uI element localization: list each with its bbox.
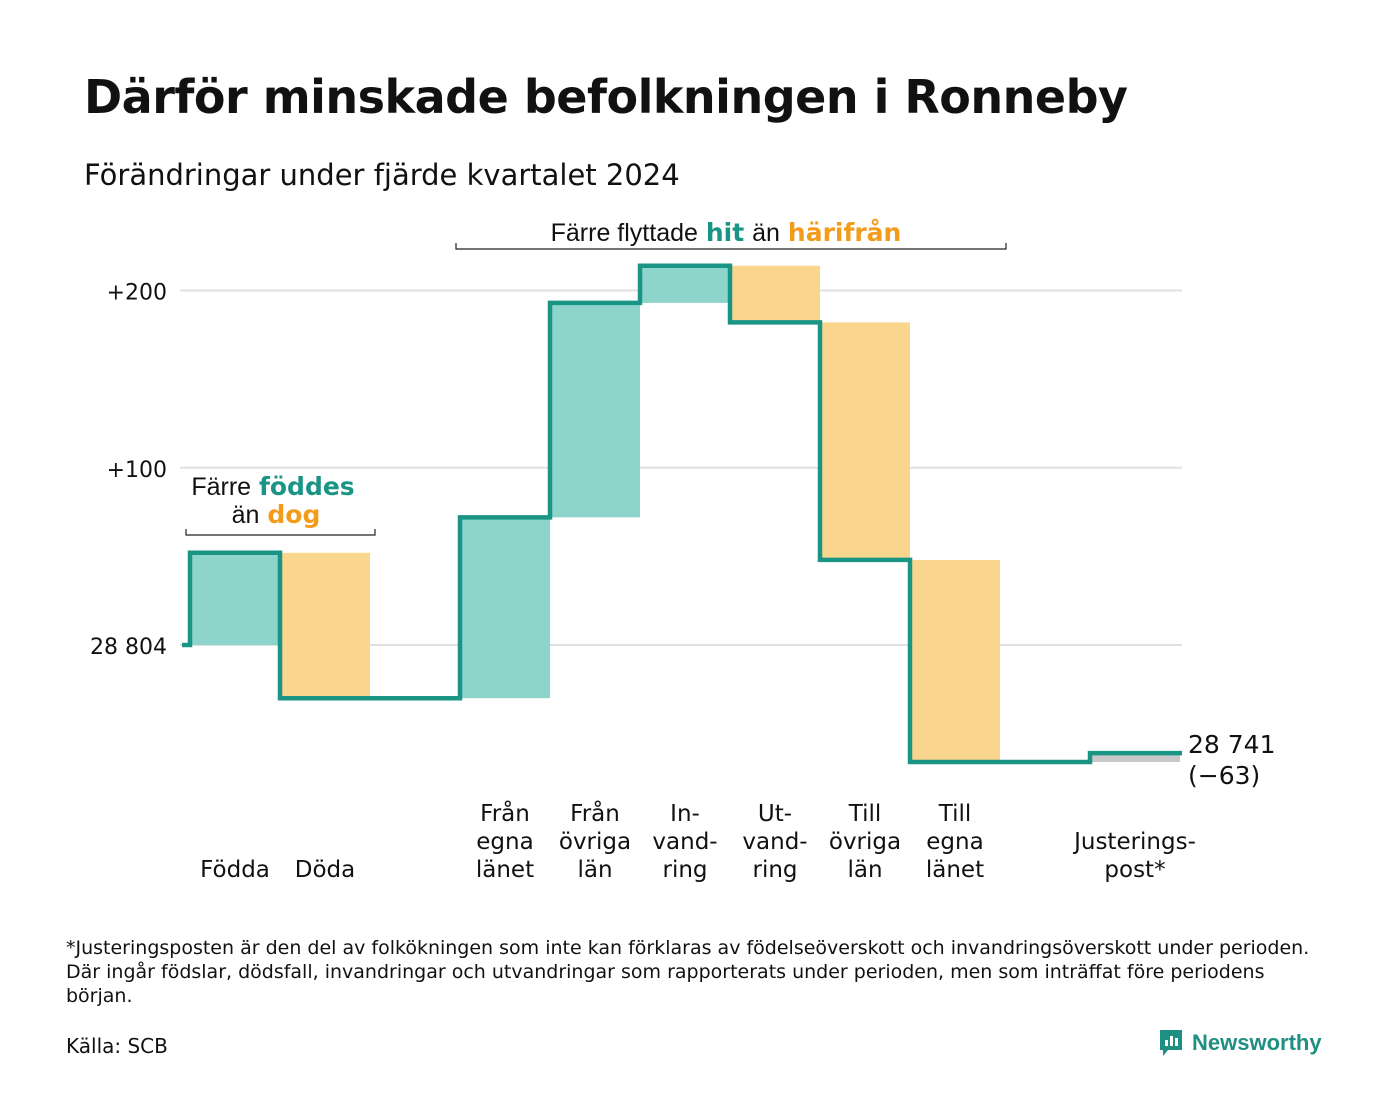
- bar-adjustment: [1090, 753, 1180, 762]
- x-category-label: ring: [662, 857, 707, 883]
- bar-decrease: [910, 559, 1000, 762]
- x-category-label: länet: [476, 857, 534, 883]
- bar-increase: [190, 552, 280, 645]
- bar-increase: [640, 265, 730, 303]
- x-category-label: egna: [476, 829, 533, 855]
- chart-title: Därför minskade befolkningen i Ronneby: [84, 70, 1128, 124]
- bar-decrease: [280, 552, 370, 699]
- x-category-label: Till: [938, 801, 972, 827]
- newsworthy-logo-icon: [1160, 1030, 1182, 1056]
- x-category-label: Ut-: [758, 801, 792, 827]
- x-axis-category-labels: Födda DödaFrånegnalänetFrånövrigalänIn-va…: [200, 799, 1196, 883]
- end-value-label: 28 741: [1188, 730, 1275, 759]
- migration-bracket: [455, 243, 1007, 250]
- x-category-label: egna: [926, 829, 983, 855]
- bar-decrease: [730, 265, 820, 323]
- y-tick-label: +200: [107, 281, 167, 306]
- bar-decrease: [820, 322, 910, 560]
- births-deaths-annotation-line2: än dog: [232, 500, 321, 529]
- x-category-label: Födda: [200, 857, 270, 883]
- x-category-label: övriga: [559, 829, 631, 855]
- brand-logo: Newsworthy: [1158, 1028, 1322, 1058]
- x-category-label: vand-: [742, 829, 807, 855]
- source-label: Källa: SCB: [66, 1034, 168, 1058]
- cumulative-line: [182, 263, 1182, 765]
- chart-subtitle: Förändringar under fjärde kvartalet 2024: [84, 158, 680, 192]
- bars: [190, 265, 1180, 762]
- x-category-label: länet: [926, 857, 984, 883]
- bar-increase: [460, 517, 550, 699]
- footnote: *Justeringsposten är den del av folkökni…: [66, 937, 1310, 1007]
- births-deaths-annotation: Färre föddes än dog: [185, 472, 376, 536]
- migration-annotation-text: Färre flyttade hit än härifrån: [551, 218, 902, 247]
- x-category-label: post*: [1104, 857, 1165, 883]
- end-change-label: (−63): [1188, 761, 1260, 790]
- x-category-label: Till: [848, 801, 882, 827]
- waterfall-chart: 28 804+100+200 Födda DödaFrånegnalänetFrå…: [90, 218, 1275, 883]
- births-deaths-annotation-line1: Färre föddes: [191, 472, 354, 501]
- brand-name: Newsworthy: [1192, 1030, 1322, 1055]
- x-category-label: ring: [752, 857, 797, 883]
- x-category-label: In-: [670, 801, 700, 827]
- births-deaths-bracket: [185, 529, 376, 536]
- bar-increase: [550, 302, 640, 518]
- x-category-label: Från: [480, 799, 530, 827]
- x-category-label: län: [577, 857, 612, 883]
- x-category-label: län: [847, 857, 882, 883]
- y-tick-label: +100: [107, 458, 167, 483]
- y-axis-tick-labels: 28 804 +100 +200: [90, 281, 167, 661]
- y-tick-label: 28 804: [90, 635, 167, 660]
- x-category-label: vand-: [652, 829, 717, 855]
- x-category-label: Från: [570, 799, 620, 827]
- cumulative-step-line: [182, 263, 1182, 765]
- x-category-label: Döda: [295, 857, 355, 883]
- x-category-label: Justerings-: [1072, 829, 1196, 855]
- migration-annotation: Färre flyttade hit än härifrån: [455, 218, 1007, 250]
- x-category-label: övriga: [829, 829, 901, 855]
